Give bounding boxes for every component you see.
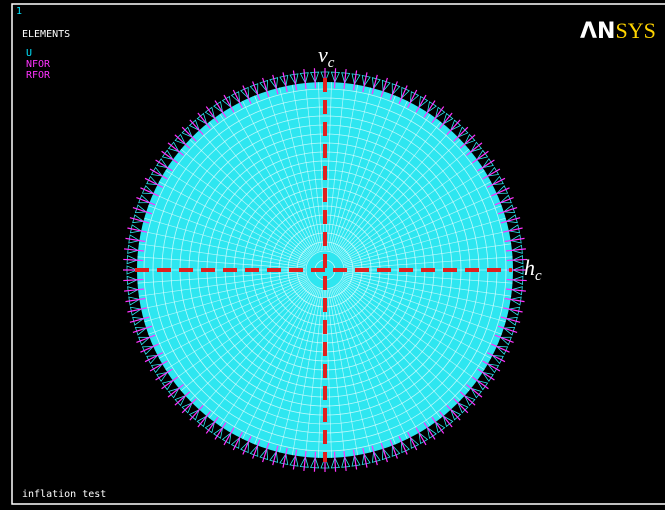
label-sub: c	[328, 55, 335, 71]
legend-title: ELEMENTS	[22, 29, 70, 40]
logo-right: SYS	[615, 18, 655, 43]
label-main: h	[524, 255, 535, 280]
page: 1 ELEMENTS U NFOR RFOR ΛNSYS vc hc infla…	[0, 0, 665, 510]
legend-item: NFOR	[26, 59, 51, 70]
window-number: 1	[16, 6, 22, 17]
label-sub: c	[535, 268, 542, 284]
label-main: v	[318, 42, 328, 67]
legend-item: U	[26, 48, 32, 59]
logo: ΛNSYS	[580, 18, 656, 44]
logo-left: ΛN	[580, 19, 615, 44]
mesh	[123, 68, 527, 472]
graphics-window: 1 ELEMENTS U NFOR RFOR ΛNSYS vc hc infla…	[0, 0, 665, 510]
legend-item: RFOR	[26, 70, 51, 81]
caption: inflation test	[22, 489, 106, 500]
